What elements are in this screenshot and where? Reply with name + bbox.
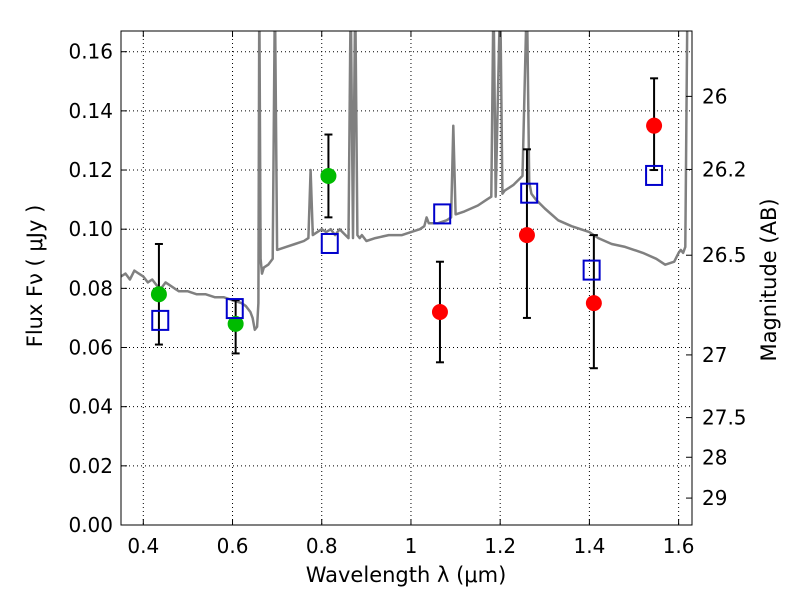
y-tick-label: 0.08	[68, 276, 113, 300]
x-tick-label: 1	[405, 534, 418, 558]
x-axis-label: Wavelength λ (μm)	[306, 563, 507, 587]
mag-tick-label: 26.2	[702, 157, 747, 181]
plot-frame	[120, 30, 693, 526]
y-tick-label: 0.14	[68, 99, 113, 123]
y-tick-label: 0.16	[68, 40, 113, 64]
y-tick-label: 0.12	[68, 158, 113, 182]
plot-area	[121, 31, 689, 370]
blue-square-point	[582, 259, 601, 281]
red-point	[431, 304, 448, 321]
mag-tick-label: 29	[702, 486, 727, 510]
red-point	[585, 295, 602, 312]
blue-square-point	[645, 164, 664, 186]
x-tick-label: 0.4	[127, 534, 159, 558]
ticks: 0.4 0.6 0.8 1 1.2 1.4 1.6 0.00 0.02 0.04 0.06 0.08 0…	[68, 31, 747, 558]
blue-square-point	[433, 203, 452, 225]
blue-square-point	[151, 309, 170, 331]
mag-tick-label: 26	[702, 84, 727, 108]
red-point	[518, 227, 535, 244]
y-tick-label: 0.06	[68, 336, 113, 360]
x-tick-label: 0.6	[217, 534, 249, 558]
y-axis-label-right: Magnitude (AB)	[757, 198, 781, 361]
green-point	[227, 315, 244, 332]
y-tick-label: 0.00	[68, 513, 113, 537]
red-point	[646, 117, 663, 134]
y-tick-label: 0.04	[68, 395, 113, 419]
x-tick-label: 0.8	[306, 534, 338, 558]
green-point	[320, 167, 337, 184]
blue-square-point	[225, 298, 244, 320]
blue-square-point	[320, 232, 339, 254]
mag-tick-label: 27.5	[702, 406, 747, 430]
mag-tick-label: 28	[702, 445, 727, 469]
y-tick-label: 0.10	[68, 217, 113, 241]
blue-square-point	[520, 182, 539, 204]
x-tick-label: 1.4	[573, 534, 605, 558]
x-tick-label: 1.2	[484, 534, 516, 558]
y-axis-label: Flux Fν ( μJy )	[23, 205, 47, 348]
mag-tick-label: 27	[702, 343, 727, 367]
green-point	[150, 286, 167, 303]
y-tick-label: 0.02	[68, 454, 113, 478]
x-tick-label: 1.6	[663, 534, 695, 558]
model-spectrum-line	[121, 31, 689, 332]
grid	[121, 31, 692, 526]
mag-tick-label: 26.5	[702, 243, 747, 267]
